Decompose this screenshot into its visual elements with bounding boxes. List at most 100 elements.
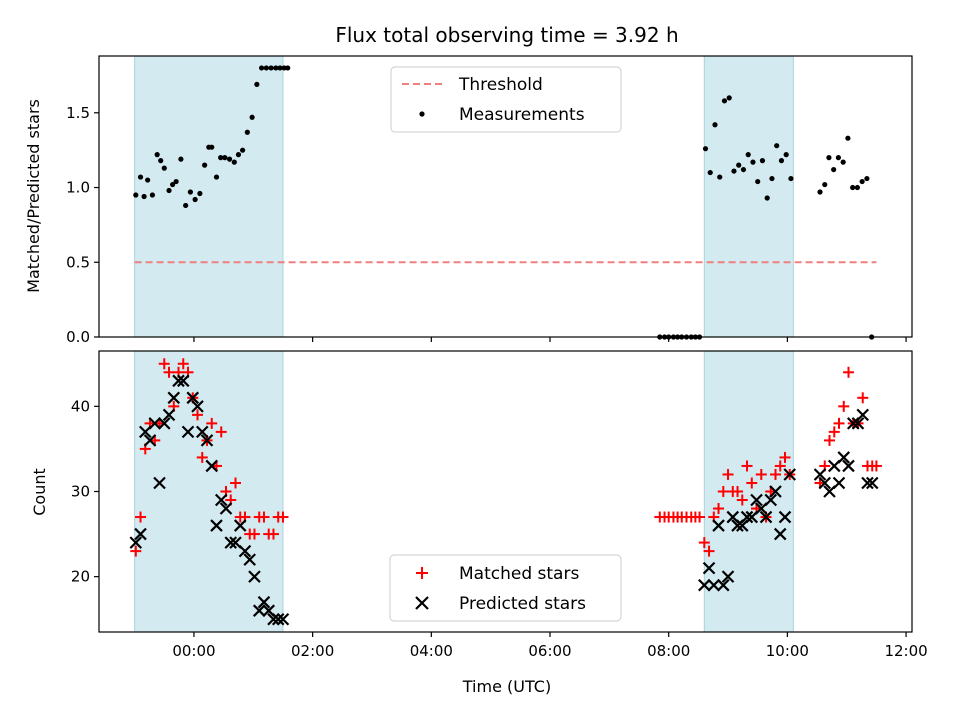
predicted-star-point: [162, 408, 176, 422]
predicted-star-point: [721, 570, 735, 583]
x-b: [252, 604, 266, 617]
y-tick-label: 20: [71, 568, 90, 586]
matched-star-point: [755, 468, 767, 480]
measurement-point: [209, 144, 215, 150]
ratio-legend: Threshold Measurements: [390, 66, 622, 133]
measurement-point: [154, 152, 160, 158]
matched-star-point: [177, 358, 189, 370]
count-legend: Matched stars Predicted stars: [389, 554, 622, 622]
matched-star-point: [736, 494, 748, 506]
measurement-point: [197, 190, 203, 197]
predicted-star-point: [750, 493, 763, 507]
predicted-star-point: [712, 519, 725, 532]
x-b: [702, 561, 716, 575]
x-b: [238, 544, 252, 558]
matched-star-point: [135, 511, 147, 523]
matched-star-point: [206, 417, 218, 429]
measurement-point: [788, 175, 794, 182]
matched-star-point: [838, 400, 850, 412]
x-b: [750, 493, 763, 507]
predicted-star-point: [832, 476, 846, 490]
measurement-point: [240, 147, 246, 153]
x-b: [769, 485, 782, 498]
bottom-y-axis-label: Count: [30, 468, 49, 516]
measurement-point: [259, 65, 265, 71]
measurement-point: [244, 129, 250, 135]
matched-star-point: [267, 528, 279, 540]
measurement-point: [764, 195, 770, 201]
predicted-star-point: [865, 476, 879, 490]
measurement-point: [769, 175, 775, 182]
x-b: [134, 527, 147, 541]
measurement-point: [707, 169, 713, 176]
measurement-point: [817, 189, 823, 195]
measurement-point: [826, 155, 832, 161]
measurement-point: [268, 65, 274, 71]
measurement-point: [831, 166, 837, 173]
x-tick-label: 02:00: [291, 642, 334, 660]
x-tick-label: 00:00: [172, 642, 215, 660]
y-tick-label: 1.5: [66, 104, 90, 122]
observing-window-0: [134, 350, 284, 633]
legend-threshold-label: Threshold: [458, 75, 543, 95]
x-tick-label: 04:00: [410, 642, 453, 660]
x-b: [861, 476, 874, 490]
observing-window-1: [703, 55, 794, 338]
x-b: [712, 519, 725, 532]
measurement-point: [864, 175, 870, 182]
measurement-point: [822, 181, 828, 188]
matched-star-point: [248, 528, 260, 540]
predicted-star-point: [233, 519, 247, 532]
x-b: [148, 417, 162, 430]
predicted-star-point: [172, 374, 185, 388]
predicted-star-point: [813, 468, 827, 481]
x-b: [172, 374, 185, 388]
measurement-point: [750, 159, 756, 165]
matched-star-point: [196, 451, 208, 463]
measurement-point: [231, 159, 237, 165]
predicted-star-point: [276, 612, 290, 626]
x-b: [248, 570, 261, 583]
x-b: [721, 570, 735, 583]
measurement-point: [158, 158, 164, 164]
x-b: [214, 493, 228, 507]
predicted-star-point: [200, 434, 214, 447]
predicted-star-point: [143, 434, 157, 447]
measurement-point: [137, 174, 144, 180]
predicted-star-point: [778, 510, 792, 524]
y-tick-label: 0.5: [66, 253, 90, 271]
predicted-star-point: [252, 604, 266, 617]
x-b: [195, 425, 209, 439]
measurement-point: [759, 158, 766, 164]
predicted-star-point: [773, 527, 787, 541]
matched-star-point: [732, 486, 744, 497]
x-b: [257, 595, 271, 609]
x-b: [698, 578, 711, 592]
x-b: [210, 519, 223, 532]
measurement-point: [249, 114, 255, 120]
predicted-star-point: [842, 459, 855, 473]
matched-star-point: [722, 468, 734, 480]
x-b: [129, 536, 143, 549]
measurement-point: [141, 193, 147, 200]
matched-star-point: [741, 460, 753, 472]
measurement-point: [226, 156, 233, 162]
measurement-point: [850, 184, 856, 191]
y-tick-label: 1.0: [66, 179, 90, 197]
matched-star-point: [770, 468, 782, 480]
x-b: [267, 612, 280, 626]
predicted-star-point: [148, 417, 162, 430]
matched-star-point: [717, 486, 729, 497]
measurement-point: [859, 178, 865, 185]
x-b: [157, 417, 171, 430]
predicted-star-point: [837, 451, 851, 464]
x-tick-label: 10:00: [766, 642, 809, 660]
matched-star-point: [703, 545, 715, 557]
x-b: [181, 425, 195, 439]
predicted-star-point: [219, 502, 233, 515]
x-b: [243, 553, 257, 566]
x-b: [219, 502, 233, 515]
x-b: [229, 536, 242, 549]
measurement-point: [222, 155, 228, 161]
